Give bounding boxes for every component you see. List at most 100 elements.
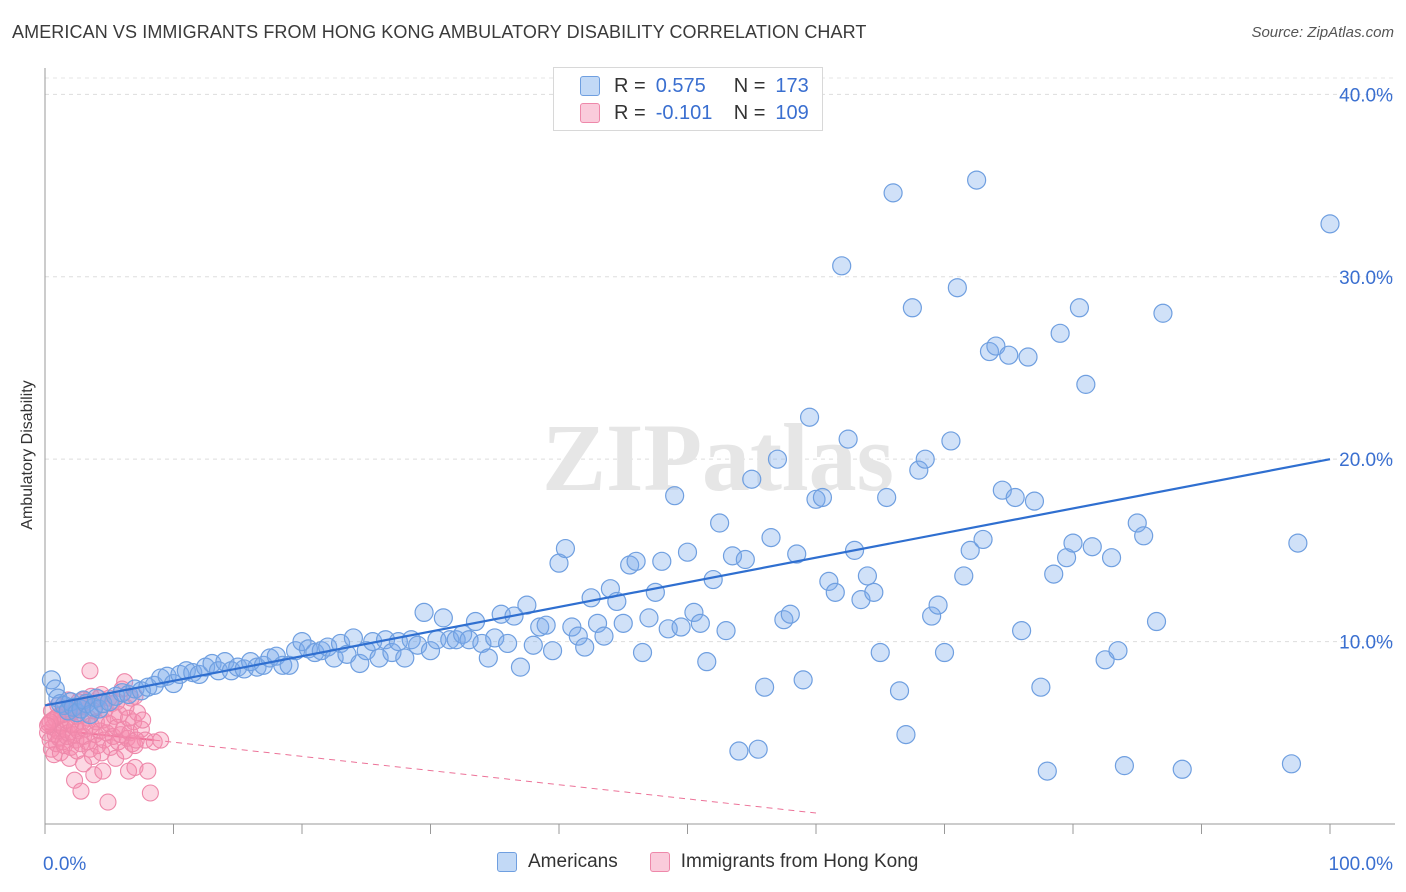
legend-item-americans: Americans — [497, 851, 618, 873]
point-americans — [196, 657, 216, 677]
trend-americans — [44, 458, 1331, 707]
point-americans — [934, 642, 955, 663]
point-americans — [967, 170, 987, 190]
point-americans — [542, 641, 563, 661]
legend-label-americans: Americans — [528, 851, 618, 872]
point-americans — [620, 555, 640, 575]
stats-legend: R = 0.575 N = 173 R = -0.101 N = 109 — [553, 67, 823, 131]
x-tick-label: 100.0% — [1329, 854, 1394, 875]
legend-n-value: 173 — [775, 74, 809, 97]
point-americans — [767, 449, 788, 469]
point-americans — [632, 642, 653, 663]
point-immigrants — [72, 782, 90, 800]
point-americans — [523, 635, 543, 655]
point-americans — [710, 513, 730, 533]
point-americans — [799, 407, 820, 427]
point-americans — [973, 529, 993, 550]
point-americans — [292, 631, 312, 652]
legend-swatch-americans — [580, 76, 600, 96]
point-americans — [947, 278, 967, 298]
point-americans — [735, 549, 755, 570]
point-americans — [716, 621, 736, 641]
y-tick-label: 30.0% — [1339, 268, 1393, 289]
point-americans — [395, 648, 415, 668]
legend-r-value: -0.101 — [655, 101, 713, 124]
point-americans — [960, 540, 980, 560]
point-americans — [870, 642, 890, 663]
point-americans — [941, 431, 961, 451]
point-americans — [1024, 491, 1045, 511]
point-americans — [909, 460, 929, 480]
point-americans — [896, 725, 916, 745]
point-immigrants — [141, 784, 159, 802]
point-americans — [1031, 677, 1051, 697]
point-immigrants — [81, 662, 99, 680]
point-americans — [1134, 526, 1154, 546]
point-americans — [787, 544, 807, 564]
point-americans — [1044, 564, 1064, 584]
point-americans — [1050, 323, 1070, 343]
legend-r-value: 0.575 — [655, 74, 706, 97]
series-americans-points — [41, 170, 1340, 781]
trendline-immigrants-extension — [154, 739, 817, 814]
point-americans — [999, 345, 1019, 365]
point-immigrants — [145, 733, 163, 751]
point-immigrants — [91, 722, 109, 740]
point-americans — [555, 538, 576, 559]
point-immigrants — [126, 737, 144, 755]
point-americans — [1172, 759, 1192, 779]
y-tick-label: 40.0% — [1339, 85, 1393, 106]
legend-swatch-immigrants — [649, 852, 670, 872]
point-americans — [510, 657, 531, 677]
point-americans — [780, 604, 800, 624]
axes — [44, 68, 1395, 834]
point-americans — [793, 670, 813, 690]
point-americans — [420, 641, 441, 661]
point-americans — [754, 677, 775, 697]
point-americans — [575, 637, 595, 657]
point-americans — [857, 566, 878, 586]
point-americans — [889, 681, 910, 701]
point-immigrants — [127, 731, 145, 749]
gridlines — [45, 77, 1395, 643]
point-americans — [414, 602, 434, 623]
point-americans — [722, 546, 743, 566]
point-immigrants — [94, 762, 112, 780]
chart-title: AMERICAN VS IMMIGRANTS FROM HONG KONG AM… — [12, 22, 867, 42]
point-americans — [806, 489, 826, 509]
point-americans — [1082, 537, 1102, 557]
point-americans — [954, 566, 974, 586]
point-americans — [536, 615, 556, 635]
point-americans — [671, 617, 691, 637]
point-americans — [1063, 533, 1083, 553]
point-immigrants — [83, 747, 102, 766]
point-americans — [690, 613, 710, 633]
legend-row-immigrants: R = -0.101 N = 109 — [580, 100, 809, 126]
point-americans — [832, 256, 852, 276]
point-americans — [902, 298, 922, 318]
point-americans — [748, 739, 768, 759]
point-americans — [1037, 761, 1057, 781]
point-americans — [433, 608, 453, 628]
point-americans — [645, 582, 665, 602]
point-americans — [729, 741, 749, 761]
point-immigrants — [66, 771, 84, 789]
point-immigrants — [152, 731, 170, 749]
point-americans — [568, 626, 588, 646]
point-immigrants — [139, 762, 157, 780]
legend-n-label: N = — [733, 74, 766, 97]
point-americans — [639, 608, 659, 628]
point-americans — [626, 551, 646, 571]
watermark: ZIPatlas — [542, 404, 894, 511]
point-americans — [1288, 533, 1308, 553]
point-americans — [176, 661, 196, 681]
point-americans — [761, 528, 781, 548]
point-americans — [915, 449, 935, 469]
legend-r-label: R = — [614, 101, 646, 124]
point-americans — [1320, 214, 1340, 234]
legend-swatch-americans — [497, 852, 517, 872]
point-americans — [1101, 548, 1122, 568]
legend-r-label: R = — [614, 74, 646, 97]
legend-swatch-immigrants — [580, 103, 600, 123]
